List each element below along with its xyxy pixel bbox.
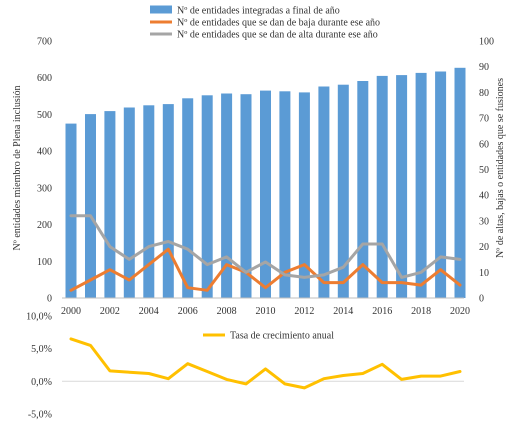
bar-2005 <box>162 104 174 298</box>
legend-label-1: Nº de entidades integradas a final de añ… <box>177 6 340 17</box>
y2-tick-label: 50 <box>479 165 489 176</box>
bar-2001 <box>85 114 96 298</box>
legend-label-3: Nº de entidades que se dan de alta duran… <box>177 30 378 41</box>
bar-2011 <box>279 91 291 298</box>
bottom-y-tick-label: -5,0% <box>28 410 52 421</box>
x-tick-label: 2020 <box>450 306 470 317</box>
y-tick-label: 0 <box>47 294 52 305</box>
y-axis-title: Nº entidades miembro de Plena inclusión <box>12 85 23 250</box>
legend-label-2: Nº de entidades que se dan de baja duran… <box>177 18 380 29</box>
y2-tick-label: 40 <box>479 191 489 202</box>
y-tick-label: 200 <box>37 220 52 231</box>
bar-2019 <box>435 71 447 298</box>
bottom-legend-label: Tasa de crecimiento anual <box>230 331 334 342</box>
bar-2002 <box>104 111 116 298</box>
bar-2012 <box>298 92 310 299</box>
bar-2008 <box>221 93 233 298</box>
y2-tick-label: 80 <box>479 88 489 99</box>
y2-tick-label: 100 <box>479 37 494 48</box>
y-tick-label: 400 <box>37 147 52 158</box>
y-tick-label: 500 <box>37 110 52 121</box>
x-tick-label: 2006 <box>178 306 198 317</box>
y2-tick-label: 30 <box>479 216 489 227</box>
x-tick-label: 2016 <box>372 306 392 317</box>
bar-2014 <box>337 84 349 298</box>
bar-2015 <box>357 81 369 298</box>
y-tick-label: 600 <box>37 73 52 84</box>
x-tick-label: 2002 <box>100 306 120 317</box>
bar-2006 <box>182 98 194 298</box>
bar-2013 <box>318 86 330 298</box>
y2-tick-label: 10 <box>479 268 489 279</box>
y2-tick-label: 60 <box>479 139 489 150</box>
x-tick-label: 2008 <box>217 306 237 317</box>
growth-rate-line <box>69 337 462 390</box>
x-tick-label: 2014 <box>333 306 353 317</box>
y2-tick-label: 90 <box>479 62 489 73</box>
bottom-y-tick-label: 0,0% <box>31 377 52 388</box>
bottom-y-tick-label: 10,0% <box>26 312 52 323</box>
bar-2007 <box>201 95 213 298</box>
bar-2018 <box>415 72 427 299</box>
x-tick-label: 2000 <box>61 306 81 317</box>
y2-axis-title: Nº de altas, bajas o entidades que se fu… <box>495 78 506 258</box>
bar-2004 <box>143 105 155 299</box>
series-line-2 <box>69 214 462 279</box>
y2-tick-label: 20 <box>479 242 489 253</box>
series-line-1 <box>69 247 462 292</box>
bottom-y-tick-label: 5,0% <box>31 344 52 355</box>
y-tick-label: 100 <box>37 257 52 268</box>
bar-2000 <box>65 123 77 298</box>
bottom-chart: -5,0% 0,0% 5,0% 10,0% Tasa de crecimiento an… <box>26 312 464 421</box>
bar-2020 <box>454 67 466 298</box>
bar-2009 <box>240 94 252 298</box>
x-tick-label: 2018 <box>411 306 431 317</box>
legend-swatch-bar <box>150 5 172 14</box>
bar-2010 <box>260 90 271 298</box>
y2-tick-label: 0 <box>479 294 484 305</box>
top-chart: 0 100 200 300 400 500 600 700 0 10 20 30 40 50 60 70 80 9… <box>12 5 506 317</box>
x-tick-label: 2010 <box>256 306 276 317</box>
bar-2003 <box>123 107 135 298</box>
y-tick-label: 300 <box>37 183 52 194</box>
bar-2017 <box>396 75 408 298</box>
y-tick-label: 700 <box>37 37 52 48</box>
x-tick-label: 2012 <box>294 306 314 317</box>
y2-tick-label: 70 <box>479 114 489 125</box>
bar-2016 <box>376 75 388 299</box>
x-tick-label: 2004 <box>139 306 159 317</box>
